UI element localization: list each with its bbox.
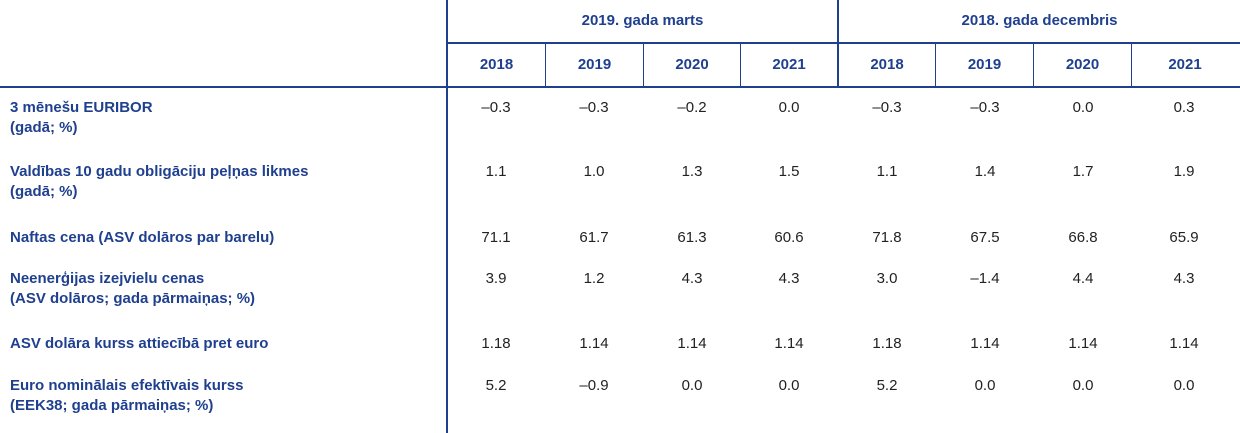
table-cell: 4.3 <box>778 270 800 287</box>
table-cell: 61.3 <box>677 229 707 246</box>
table-cell: 1.0 <box>583 163 605 180</box>
row-label-non-energy-commodities: Neenerģijas izejvielu cenas (ASV dolāros… <box>10 269 430 309</box>
year-header: 2019 <box>577 56 612 73</box>
year-header: 2018 <box>870 56 904 73</box>
table-cell: 1.2 <box>583 270 605 287</box>
row-label-line1: 3 mēnešu EURIBOR <box>10 99 153 116</box>
table-cell: 0.0 <box>681 377 703 394</box>
year-header: 2020 <box>675 56 709 73</box>
row-label-line1: Euro nominālais efektīvais kurss <box>10 377 244 394</box>
year-divider <box>545 44 546 86</box>
table-cell: –0.3 <box>579 99 609 116</box>
table-cell: 1.5 <box>778 163 800 180</box>
table-cell: –0.3 <box>970 99 1000 116</box>
row-label-euribor: 3 mēnešu EURIBOR (gadā; %) <box>10 98 430 138</box>
table-cell: 1.18 <box>481 335 511 352</box>
table-cell: 1.14 <box>1068 335 1098 352</box>
table-cell: 0.3 <box>1173 99 1195 116</box>
group-header-underline <box>447 42 1240 44</box>
row-label-line1: ASV dolāra kurss attiecībā pret euro <box>10 335 269 352</box>
table-cell: 3.0 <box>876 270 898 287</box>
table-cell: 66.8 <box>1068 229 1098 246</box>
table-cell: –0.3 <box>481 99 511 116</box>
table-cell: 1.14 <box>970 335 1000 352</box>
row-label-oil-price: Naftas cena (ASV dolāros par barelu) <box>10 228 430 248</box>
table-cell: 1.18 <box>872 335 902 352</box>
year-header: 2019 <box>967 56 1002 73</box>
label-column-divider <box>446 0 448 433</box>
table-cell: 0.0 <box>1072 377 1094 394</box>
year-divider <box>1033 44 1034 86</box>
table-cell: 4.4 <box>1072 270 1094 287</box>
year-header: 2018 <box>479 56 514 73</box>
table-cell: 5.2 <box>485 377 507 394</box>
row-label-line1: Neenerģijas izejvielu cenas <box>10 270 205 287</box>
table-cell: 3.9 <box>485 270 507 287</box>
table-cell: 71.1 <box>481 229 511 246</box>
table-cell: 1.1 <box>485 163 507 180</box>
table-cell: 0.0 <box>974 377 996 394</box>
table-cell: 5.2 <box>876 377 898 394</box>
table-cell: 1.14 <box>579 335 609 352</box>
table-cell: –0.3 <box>872 99 902 116</box>
table-cell: 0.0 <box>1173 377 1195 394</box>
row-label-bond-yields: Valdības 10 gadu obligāciju peļņas likme… <box>10 162 430 202</box>
group-header-december-2018: 2018. gada decembris <box>961 12 1118 29</box>
year-header: 2020 <box>1065 56 1100 73</box>
year-header: 2021 <box>1168 56 1202 73</box>
year-divider <box>740 44 741 86</box>
table-cell: 65.9 <box>1169 229 1199 246</box>
row-label-line2: (gadā; %) <box>10 119 78 136</box>
table-cell: 4.3 <box>681 270 703 287</box>
year-divider <box>935 44 936 86</box>
table-cell: 1.14 <box>677 335 707 352</box>
table-cell: 0.0 <box>778 99 800 116</box>
table-cell: 1.3 <box>681 163 703 180</box>
table-cell: 60.6 <box>774 229 804 246</box>
year-header: 2021 <box>772 56 806 73</box>
table-cell: 4.3 <box>1173 270 1195 287</box>
row-label-line1: Valdības 10 gadu obligāciju peļņas likme… <box>10 163 309 180</box>
table-cell: –1.4 <box>970 270 1000 287</box>
group-header-march-2019: 2019. gada marts <box>581 12 704 29</box>
row-label-euro-effective-rate: Euro nominālais efektīvais kurss (EEK38;… <box>10 376 430 416</box>
table-cell: 1.4 <box>974 163 996 180</box>
year-divider <box>643 44 644 86</box>
table-cell: 1.14 <box>1169 335 1199 352</box>
row-label-line2: (ASV dolāros; gada pārmaiņas; %) <box>10 290 256 307</box>
table-cell: 0.0 <box>1072 99 1094 116</box>
row-label-usd-eur-rate: ASV dolāra kurss attiecībā pret euro <box>10 334 430 354</box>
table-cell: 67.5 <box>970 229 1000 246</box>
table-cell: 1.1 <box>876 163 898 180</box>
table-cell: 61.7 <box>579 229 609 246</box>
table-cell: 1.7 <box>1072 163 1094 180</box>
table-cell: 1.14 <box>774 335 804 352</box>
row-label-line1: Naftas cena (ASV dolāros par barelu) <box>10 229 275 246</box>
header-bottom-rule <box>0 86 1240 88</box>
table-cell: 0.0 <box>778 377 800 394</box>
table-cell: –0.2 <box>677 99 707 116</box>
table-cell: 71.8 <box>872 229 902 246</box>
table-cell: –0.9 <box>579 377 609 394</box>
row-label-line2: (gadā; %) <box>10 183 78 200</box>
year-divider <box>1131 44 1132 86</box>
table-cell: 1.9 <box>1173 163 1195 180</box>
row-label-line2: (EEK38; gada pārmaiņas; %) <box>10 397 214 414</box>
